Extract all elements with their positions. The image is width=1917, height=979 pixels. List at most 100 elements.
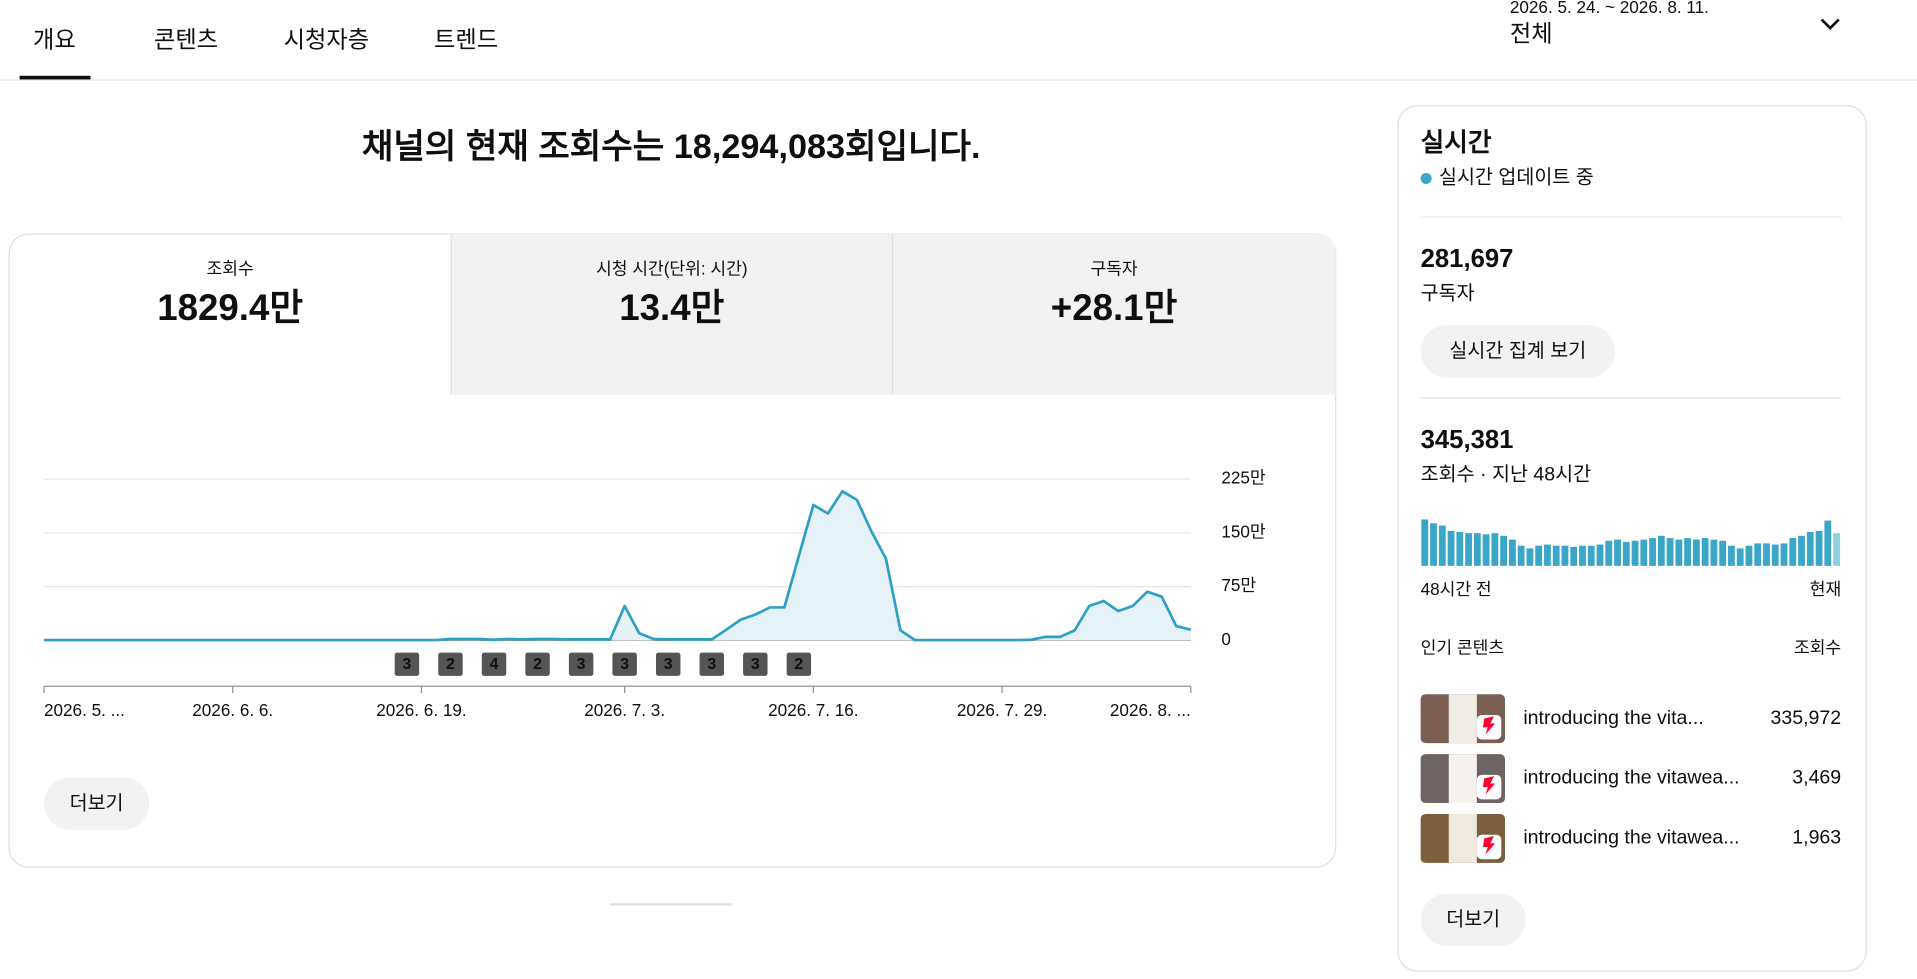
more-button-label: 더보기 [70,792,124,814]
thumbnail-frame [1448,754,1477,803]
bar [1631,540,1639,566]
upload-marker[interactable] [525,652,550,676]
upload-marker[interactable] [699,652,724,676]
bar [1736,548,1744,566]
subscriber-label: 구독자 [1421,283,1475,305]
more-button-label: 더보기 [1446,909,1500,931]
bar [1649,538,1656,566]
bar [1710,539,1718,566]
bar [1605,540,1613,566]
bar [1535,545,1543,566]
shorts-icon [1482,716,1496,735]
metric-tab-bg[interactable] [892,234,1336,395]
bar [1421,519,1429,566]
bar [1491,533,1499,566]
bar [1763,543,1770,566]
upload-marker-count: 3 [707,656,716,673]
upload-marker-count: 2 [446,656,455,673]
subscriber-count: 281,697 [1421,245,1514,273]
metric-value: +28.1만 [1051,287,1178,328]
upload-marker[interactable] [786,652,812,676]
line [44,489,1192,642]
more-button[interactable] [1420,893,1526,946]
y-tick-label: 75만 [1221,576,1256,595]
bar [1666,538,1674,566]
bar-x-label: 48시간 전 [1421,580,1492,599]
y-tick-label: 225만 [1221,469,1266,488]
upload-marker[interactable] [568,652,594,676]
date-period: 전체 [1510,21,1553,47]
thumbnail-frame [1448,814,1477,863]
bar [1544,544,1551,566]
x-tick-label: 2026. 6. 6. [192,701,273,720]
bar [1508,539,1516,566]
x-tick-label: 2026. 7. 3. [584,701,665,720]
bar [1657,535,1665,566]
bar [1526,548,1534,566]
upload-marker[interactable] [743,652,768,676]
date-range: 2026. 5. 24. ~ 2026. 8. 11. [1510,0,1709,17]
bar [1719,540,1727,566]
bar [1596,544,1604,566]
upload-marker[interactable] [481,652,507,676]
bar [1552,545,1560,566]
tab[interactable]: 콘텐츠 [154,27,218,53]
shorts-icon [1482,836,1496,855]
upload-marker-count: 2 [794,656,803,673]
bar [1806,532,1814,566]
bar [1430,523,1437,566]
metric-value: 1829.4만 [157,287,303,328]
bar [1587,545,1595,566]
bar [1684,538,1692,566]
metric-tab-bg[interactable] [451,234,893,395]
realtime-card [1397,105,1867,972]
realtime-status: 실시간 업데이트 중 [1439,167,1594,189]
bar-x-label: 현재 [1810,580,1841,599]
content-title[interactable]: introducing the vita... [1523,707,1703,729]
content-views: 335,972 [1771,707,1842,729]
x-tick-label: 2026. 7. 16. [768,701,858,720]
realtime-title: 실시간 [1421,128,1492,157]
upload-marker-count: 3 [402,656,411,673]
bar [1482,534,1490,566]
bar [1473,533,1481,566]
tab[interactable]: 개요 [33,27,76,53]
bar [1517,545,1525,566]
upload-marker-count: 3 [664,656,673,673]
date-dropdown[interactable] [1820,18,1840,31]
bar [1824,520,1832,566]
bar [1579,545,1586,566]
upload-marker[interactable] [438,652,463,676]
content-title[interactable]: introducing the vitawea... [1523,767,1739,789]
live-count-button[interactable] [1420,325,1616,378]
upload-marker[interactable] [612,652,637,676]
y-tick-label: 0 [1221,630,1231,649]
bar [1833,533,1840,566]
bar [1745,545,1753,566]
live-dot [1420,172,1432,184]
tab[interactable]: 트렌드 [434,27,498,53]
metric-value: 13.4만 [619,287,724,328]
shorts-icon [1482,776,1496,795]
bar [1561,545,1569,566]
bar [1438,525,1446,566]
content-title[interactable]: introducing the vitawea... [1523,827,1739,849]
bar [1692,539,1700,566]
headline: 채널의 현재 조회수는 18,294,083회입니다. [362,128,981,166]
thumbnail-frame [1448,694,1477,744]
bar [1465,533,1472,566]
bar [1500,535,1508,566]
upload-marker[interactable] [394,652,420,676]
bar [1728,545,1735,566]
x-tick-label: 2026. 8. ... [1110,701,1191,720]
tab[interactable]: 시청자층 [284,27,369,53]
view-label: 조회수 · 지난 48시간 [1421,464,1591,486]
more-button[interactable] [44,777,150,830]
x-tick-label: 2026. 5. ... [44,701,125,720]
upload-marker[interactable] [655,652,681,676]
bar [1447,530,1455,566]
top-content-metric: 조회수 [1794,639,1841,658]
metric-label: 조회수 [207,260,254,279]
